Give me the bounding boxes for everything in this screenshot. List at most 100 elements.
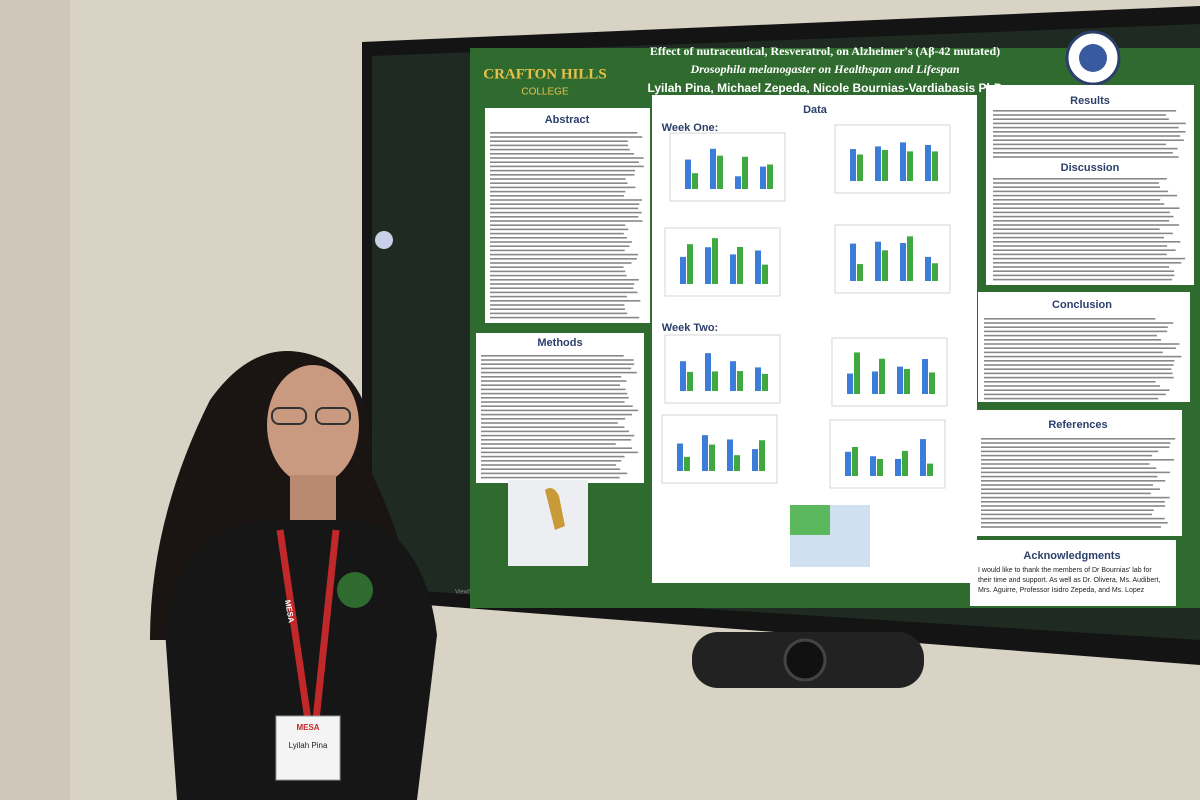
text-line bbox=[981, 463, 1150, 465]
chart-bar bbox=[920, 439, 926, 476]
camera-lens bbox=[785, 640, 825, 680]
text-line bbox=[993, 156, 1179, 158]
text-line bbox=[490, 287, 633, 289]
chart-bar bbox=[684, 457, 690, 471]
chart-bar bbox=[759, 440, 765, 471]
text-line bbox=[993, 220, 1169, 222]
text-line bbox=[490, 216, 638, 218]
chart-bar bbox=[712, 371, 718, 391]
chart-bar bbox=[900, 243, 906, 281]
text-line bbox=[490, 149, 630, 151]
chart-bar bbox=[845, 452, 851, 476]
text-line bbox=[993, 249, 1176, 251]
chart-bar bbox=[932, 263, 938, 281]
chart-bar bbox=[879, 359, 885, 394]
text-line bbox=[481, 380, 626, 382]
text-line bbox=[984, 356, 1181, 358]
text-line bbox=[981, 446, 1169, 448]
chart-bar bbox=[922, 359, 928, 394]
text-line bbox=[490, 212, 642, 214]
text-line bbox=[490, 203, 639, 205]
heading: Methods bbox=[537, 337, 582, 349]
text-line bbox=[490, 250, 625, 252]
text-line bbox=[490, 199, 642, 201]
text-line bbox=[490, 292, 637, 294]
text-line bbox=[993, 270, 1174, 272]
text-line bbox=[984, 318, 1155, 320]
text-line bbox=[984, 335, 1157, 337]
chart-bar bbox=[760, 167, 766, 189]
text-line bbox=[490, 241, 632, 243]
text-line bbox=[984, 322, 1173, 324]
chart-bar bbox=[702, 435, 708, 471]
chart-bar bbox=[904, 369, 910, 394]
text-line bbox=[481, 410, 638, 412]
text-line bbox=[993, 135, 1180, 137]
chart-bar bbox=[712, 238, 718, 284]
text-line bbox=[993, 279, 1172, 281]
heading: Data bbox=[803, 104, 828, 116]
poster-authors: Lyilah Pina, Michael Zepeda, Nicole Bour… bbox=[648, 81, 1003, 95]
chart-bar bbox=[872, 371, 878, 394]
screen-button bbox=[375, 231, 393, 249]
chart-bar bbox=[730, 254, 736, 284]
heading: Results bbox=[1070, 95, 1110, 107]
text-line bbox=[984, 331, 1167, 333]
chart-bar bbox=[677, 444, 683, 471]
poster-title: Drosophila melanogaster on Healthspan an… bbox=[689, 62, 959, 76]
chart-bar bbox=[687, 244, 693, 284]
text-line bbox=[993, 148, 1178, 150]
text-line bbox=[993, 123, 1186, 125]
text-line bbox=[481, 452, 638, 454]
chart-bar bbox=[927, 464, 933, 476]
chart-bar bbox=[734, 455, 740, 471]
college-sub: COLLEGE bbox=[521, 87, 569, 98]
text-line bbox=[993, 254, 1167, 256]
heading: Acknowledgments bbox=[1023, 550, 1120, 562]
text-line bbox=[481, 435, 634, 437]
wall-shadow bbox=[0, 0, 70, 800]
text-line bbox=[993, 262, 1181, 264]
text-line bbox=[981, 509, 1154, 511]
text-line bbox=[481, 456, 625, 458]
text-line bbox=[490, 245, 629, 247]
text-line bbox=[993, 203, 1164, 205]
text-line bbox=[993, 237, 1164, 239]
text-line bbox=[993, 127, 1179, 129]
text-line bbox=[481, 473, 627, 475]
text-line bbox=[490, 258, 637, 260]
chart-bar bbox=[709, 445, 715, 471]
text-line bbox=[490, 170, 635, 172]
text-line bbox=[984, 373, 1173, 375]
text-line bbox=[981, 451, 1158, 453]
text-line bbox=[490, 208, 638, 210]
text-line bbox=[981, 501, 1165, 503]
text-line bbox=[490, 132, 637, 134]
text-line bbox=[993, 275, 1174, 277]
text-line bbox=[993, 224, 1179, 226]
text-line bbox=[481, 443, 616, 445]
text-line bbox=[984, 347, 1176, 349]
college-name: CRAFTON HILLS bbox=[483, 66, 607, 82]
chart-bar bbox=[870, 456, 876, 476]
text-line bbox=[490, 237, 627, 239]
chart-bar bbox=[735, 176, 741, 189]
text-line bbox=[993, 182, 1159, 184]
text-line bbox=[481, 414, 632, 416]
chart-bar bbox=[752, 449, 758, 471]
text-line bbox=[490, 161, 639, 163]
text-line bbox=[490, 220, 642, 222]
chart-bar bbox=[925, 145, 931, 181]
text-line bbox=[481, 393, 627, 395]
chart-bar bbox=[929, 372, 935, 394]
chart-frame bbox=[832, 338, 947, 406]
text-line bbox=[481, 397, 629, 399]
text-line bbox=[984, 364, 1174, 366]
text-line bbox=[993, 186, 1160, 188]
poster-title: Effect of nutraceutical, Resveratrol, on… bbox=[650, 44, 1000, 58]
text-line bbox=[490, 266, 624, 268]
text-line bbox=[481, 460, 621, 462]
badge-org: MESA bbox=[296, 723, 319, 732]
text-line bbox=[984, 339, 1161, 341]
chart-bar bbox=[895, 459, 901, 476]
